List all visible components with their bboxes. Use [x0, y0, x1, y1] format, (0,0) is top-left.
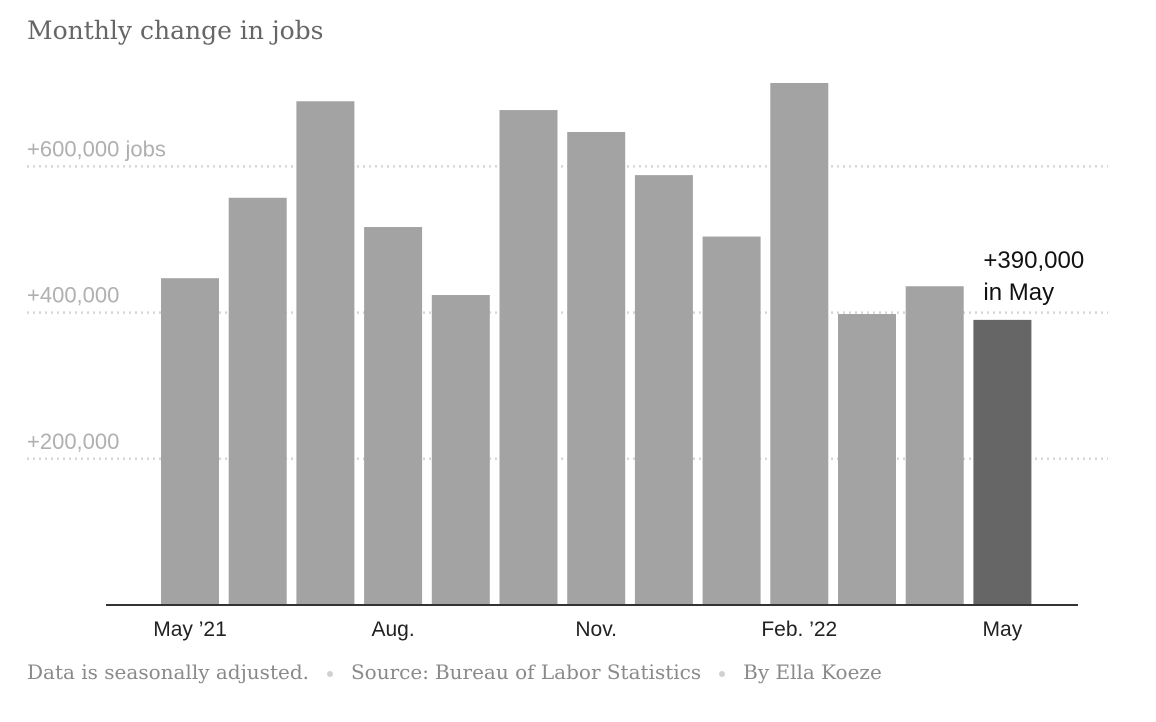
x-tick-label: May — [983, 618, 1023, 641]
bar-2 — [296, 101, 355, 605]
footer-note: Data is seasonally adjusted. — [27, 660, 309, 684]
separator-dot-icon — [719, 670, 726, 677]
footer-source-label: Source: — [350, 660, 429, 684]
bar-3 — [364, 227, 423, 605]
y-tick-label: +400,000 — [27, 283, 119, 308]
footer-byline: By Ella Koeze — [743, 660, 882, 684]
annotation: +390,000 in May — [983, 247, 1084, 306]
bar-5 — [499, 110, 558, 606]
x-tick-label: Feb. ’22 — [761, 618, 837, 641]
bars — [161, 83, 1032, 606]
y-tick-label: +600,000 jobs — [27, 136, 166, 161]
chart-title: Monthly change in jobs — [27, 16, 324, 45]
bar-6 — [567, 131, 626, 605]
x-tick-label: Nov. — [575, 618, 617, 641]
bar-10 — [838, 314, 896, 605]
bar-7 — [634, 175, 693, 605]
bar-12 — [973, 319, 1032, 605]
bar-1 — [228, 197, 287, 606]
annotation-label: in May — [983, 279, 1054, 306]
bar-8 — [702, 236, 761, 605]
bar-4 — [431, 295, 490, 605]
x-tick-labels: May ’21 Aug. Nov. Feb. ’22 May — [153, 618, 1022, 641]
bar-chart: +200,000 +400,000 +600,000 jobs May ’21 Aug… — [27, 83, 1108, 641]
y-tick-labels: +200,000 +400,000 +600,000 jobs — [27, 136, 166, 453]
annotation-value: +390,000 — [983, 247, 1084, 274]
footer: Data is seasonally adjusted. Source: Burea… — [27, 660, 882, 684]
bar-11 — [905, 286, 964, 605]
x-tick-label: May ’21 — [153, 618, 227, 641]
bar-0 — [161, 278, 219, 605]
footer-source: Bureau of Labor Statistics — [434, 660, 702, 684]
bar-9 — [770, 83, 829, 605]
x-tick-label: Aug. — [371, 618, 414, 641]
separator-dot-icon — [326, 670, 333, 677]
y-tick-label: +200,000 — [27, 429, 119, 454]
